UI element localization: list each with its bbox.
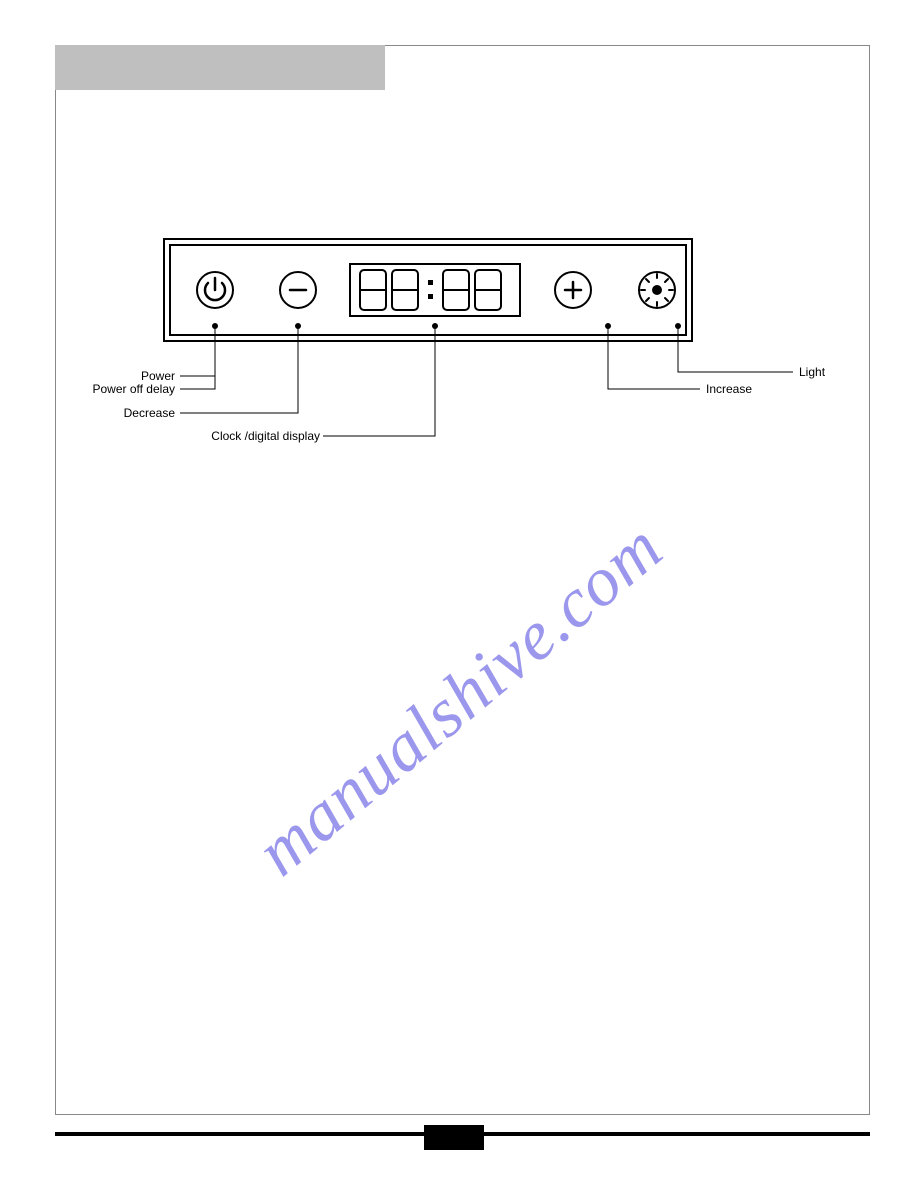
digital-display bbox=[350, 264, 520, 316]
label-power: Power bbox=[70, 369, 175, 383]
label-clock: Clock /digital display bbox=[130, 429, 320, 443]
label-decrease: Decrease bbox=[70, 406, 175, 420]
minus-button-icon bbox=[280, 272, 316, 308]
plus-button-icon bbox=[555, 272, 591, 308]
page-number-badge bbox=[424, 1125, 484, 1150]
label-light: Light bbox=[799, 365, 825, 379]
control-panel-diagram bbox=[0, 0, 918, 500]
label-power-off-delay: Power off delay bbox=[70, 382, 175, 396]
light-button-icon bbox=[639, 272, 675, 308]
power-button-icon bbox=[197, 272, 233, 308]
label-increase: Increase bbox=[706, 382, 752, 396]
